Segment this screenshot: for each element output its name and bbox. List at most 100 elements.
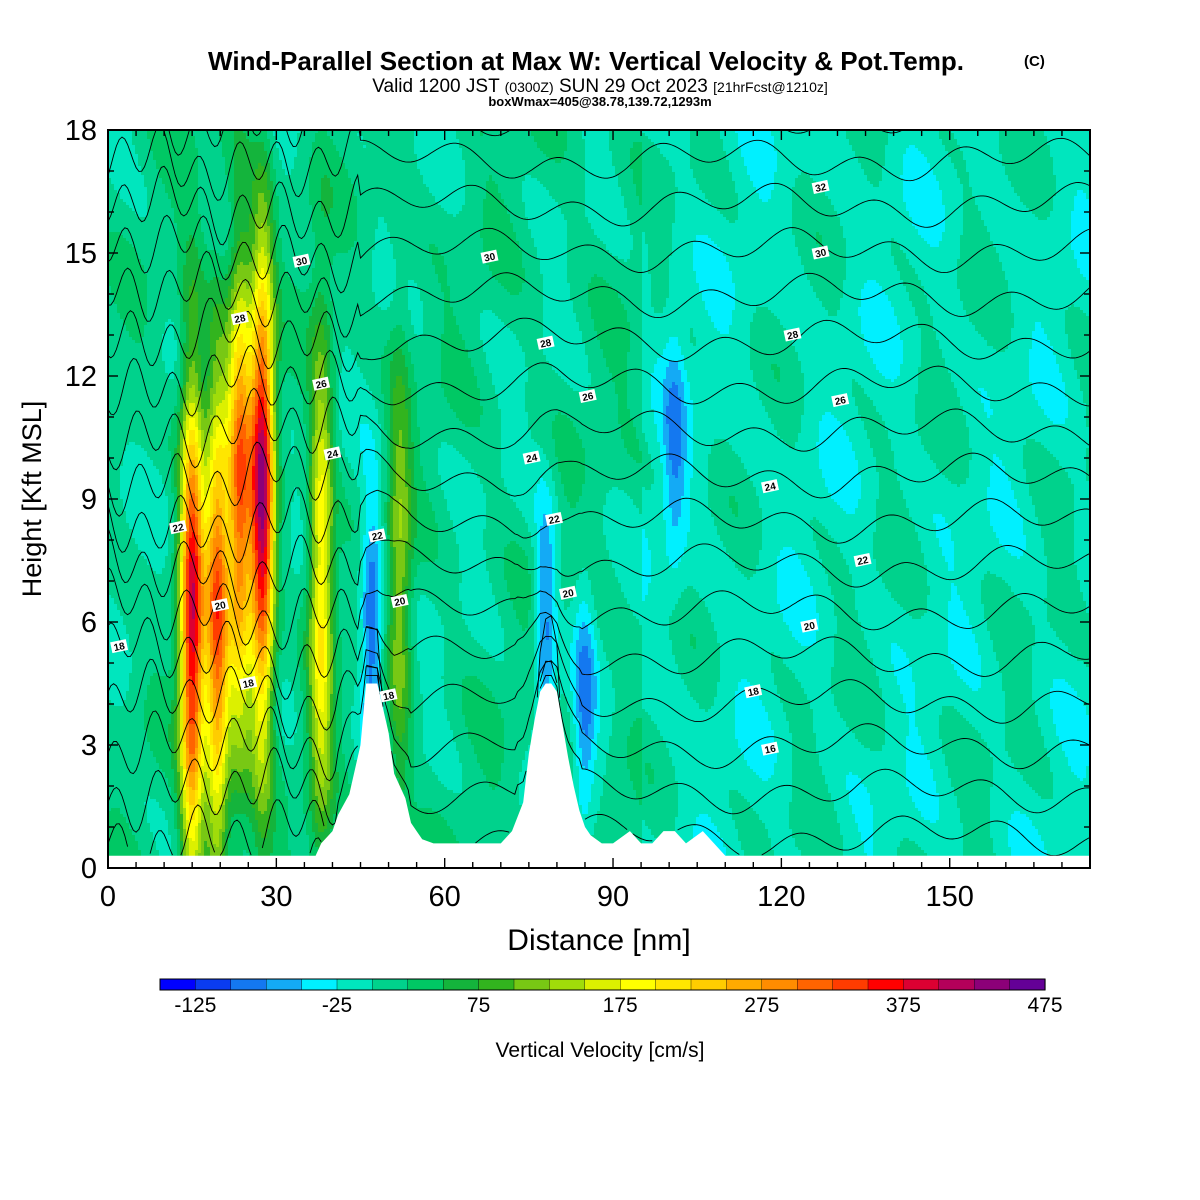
velocity-cell: [711, 322, 715, 446]
velocity-cell: [204, 841, 208, 868]
velocity-cell: [183, 523, 187, 557]
velocity-cell: [471, 745, 475, 868]
velocity-cell: [546, 190, 550, 362]
velocity-cell: [819, 235, 823, 248]
velocity-cell: [279, 766, 283, 868]
velocity-cell: [858, 475, 862, 500]
velocity-cell: [222, 739, 226, 764]
velocity-cell: [720, 139, 724, 215]
velocity-cell: [537, 445, 541, 485]
velocity-cell: [750, 370, 754, 482]
velocity-cell: [216, 547, 220, 572]
velocity-cell: [195, 148, 199, 248]
velocity-cell: [450, 445, 454, 521]
velocity-cell: [240, 814, 244, 857]
velocity-cell: [261, 379, 265, 398]
velocity-cell: [948, 157, 952, 374]
velocity-cell: [600, 130, 604, 242]
velocity-cell: [753, 688, 757, 773]
velocity-cell: [711, 130, 715, 206]
velocity-cell: [204, 280, 208, 392]
velocity-cell: [525, 175, 529, 218]
velocity-cell: [555, 607, 559, 668]
velocity-cell: [684, 130, 688, 371]
velocity-cell: [900, 250, 904, 281]
velocity-cell: [462, 457, 466, 620]
velocity-cell: [1053, 724, 1057, 868]
velocity-cell: [915, 532, 919, 620]
velocity-cell: [420, 301, 424, 335]
velocity-cell: [318, 565, 322, 626]
velocity-cell: [852, 814, 856, 868]
velocity-cell: [669, 130, 673, 167]
velocity-cell: [288, 745, 292, 851]
velocity-cell: [246, 265, 250, 290]
velocity-cell: [810, 130, 814, 179]
velocity-cell: [987, 397, 991, 419]
velocity-cell: [1068, 130, 1072, 308]
velocity-cell: [537, 181, 541, 260]
velocity-cell: [696, 703, 700, 818]
velocity-cell: [468, 130, 472, 359]
velocity-cell: [585, 394, 589, 572]
velocity-cell: [288, 682, 292, 746]
velocity-cell: [810, 520, 814, 527]
velocity-cell: [1071, 130, 1075, 212]
velocity-cell: [795, 640, 799, 680]
velocity-cell: [324, 805, 328, 830]
velocity-cell: [369, 529, 373, 563]
velocity-cell: [933, 781, 937, 824]
velocity-cell: [252, 292, 256, 311]
velocity-cell: [531, 439, 535, 548]
velocity-cell: [222, 763, 226, 785]
velocity-cell: [489, 271, 493, 311]
velocity-cell: [546, 622, 550, 641]
velocity-cell: [537, 130, 541, 149]
velocity-cell: [1062, 424, 1066, 470]
velocity-cell: [849, 442, 853, 515]
velocity-cell: [747, 580, 751, 683]
velocity-cell: [705, 235, 709, 311]
velocity-cell: [915, 274, 919, 317]
velocity-cell: [783, 712, 787, 868]
velocity-cell: [177, 799, 181, 830]
velocity-cell: [1044, 448, 1048, 557]
velocity-cell: [846, 565, 850, 728]
velocity-cell: [597, 661, 601, 734]
velocity-cell: [387, 502, 391, 536]
velocity-cell: [549, 196, 553, 365]
velocity-cell: [669, 337, 673, 362]
velocity-cell: [282, 631, 286, 683]
velocity-cell: [192, 772, 196, 791]
velocity-cell: [900, 607, 904, 650]
velocity-cell: [606, 367, 610, 494]
velocity-cell: [1056, 130, 1060, 365]
velocity-cell: [252, 553, 256, 584]
velocity-cell: [1050, 454, 1054, 629]
velocity-cell: [567, 418, 571, 503]
velocity-cell: [444, 787, 448, 821]
velocity-cell: [861, 388, 865, 422]
velocity-cell: [168, 451, 172, 671]
velocity-cell: [318, 400, 322, 443]
velocity-cell: [819, 187, 823, 236]
velocity-cell: [333, 145, 337, 257]
velocity-cell: [636, 196, 640, 440]
velocity-cell: [414, 130, 418, 155]
velocity-cell: [765, 412, 769, 713]
velocity-cell: [996, 457, 1000, 539]
velocity-cell: [186, 400, 190, 416]
velocity-cell: [246, 328, 250, 353]
velocity-cell: [1041, 736, 1045, 800]
velocity-cell: [1029, 787, 1033, 821]
velocity-cell: [603, 505, 607, 536]
velocity-cell: [624, 310, 628, 449]
velocity-cell: [405, 487, 409, 542]
velocity-cell: [240, 646, 244, 668]
velocity-cell: [747, 802, 751, 868]
velocity-cell: [318, 481, 322, 548]
velocity-cell: [1026, 130, 1030, 209]
velocity-cell: [864, 748, 868, 788]
velocity-cell: [123, 817, 127, 868]
velocity-cell: [240, 715, 244, 749]
